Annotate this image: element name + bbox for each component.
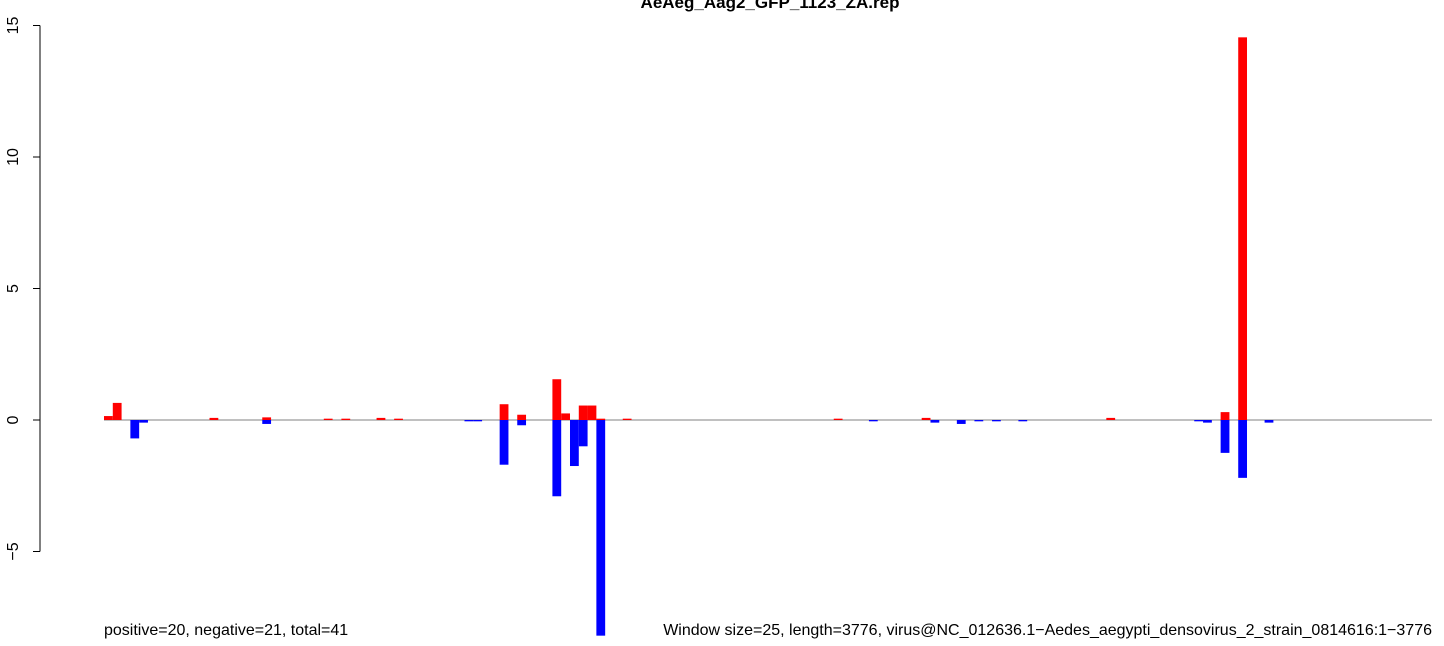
bar-positive: [499, 404, 509, 420]
y-tick-label: 0: [5, 415, 22, 424]
bar-positive: [341, 418, 351, 420]
bar-positive: [209, 417, 219, 420]
bar-negative: [473, 420, 483, 422]
bar-negative: [1238, 420, 1248, 478]
bar-positive: [104, 416, 113, 420]
bar-negative: [499, 420, 509, 465]
bar-positive: [622, 418, 632, 420]
bar-negative: [569, 420, 579, 467]
bar-negative: [1220, 420, 1230, 453]
bar-negative: [1018, 420, 1028, 422]
bar-positive: [596, 418, 606, 420]
bar-negative: [956, 420, 966, 424]
bar-negative: [1194, 420, 1204, 422]
bar-positive: [376, 417, 386, 420]
bar-negative: [130, 420, 140, 439]
bar-negative: [868, 420, 878, 422]
bar-negative: [1264, 420, 1274, 423]
bar-positive: [262, 417, 272, 420]
bar-negative: [578, 420, 588, 447]
bar-positive: [578, 405, 588, 420]
bar-negative: [596, 420, 606, 636]
footer-window-info: Window size=25, length=3776, virus@NC_01…: [663, 622, 1432, 639]
bar-negative: [992, 420, 1001, 422]
bar-negative: [974, 420, 984, 422]
bar-negative: [517, 420, 527, 426]
bar-positive: [112, 402, 122, 420]
bar-positive: [833, 418, 843, 420]
bar-positive: [394, 418, 403, 420]
bar-positive: [921, 417, 931, 420]
bar-negative: [464, 420, 474, 422]
chart-title: AeAeg_Aag2_GFP_1123_ZA.rep: [641, 0, 900, 12]
bar-positive: [1106, 417, 1116, 420]
bar-positive: [552, 379, 562, 420]
bars: [104, 37, 1274, 636]
bar-negative: [552, 420, 562, 497]
bar-negative: [139, 420, 148, 423]
bar-negative: [1203, 420, 1212, 423]
bar-positive: [517, 414, 527, 420]
footer-summary-counts: positive=20, negative=21, total=41: [104, 622, 348, 639]
bar-positive: [561, 413, 570, 420]
bar-positive: [587, 405, 597, 420]
y-tick-label: 10: [5, 148, 22, 166]
y-tick-label: 5: [5, 284, 22, 293]
bar-negative: [262, 420, 272, 424]
bar-positive: [1238, 37, 1248, 421]
bar-positive: [1220, 412, 1230, 420]
y-axis: −5 0 5 10 15: [5, 17, 41, 561]
bar-positive: [323, 418, 333, 420]
y-tick-label: −5: [5, 542, 22, 560]
bar-negative: [930, 420, 940, 423]
y-tick-label: 15: [5, 17, 22, 35]
